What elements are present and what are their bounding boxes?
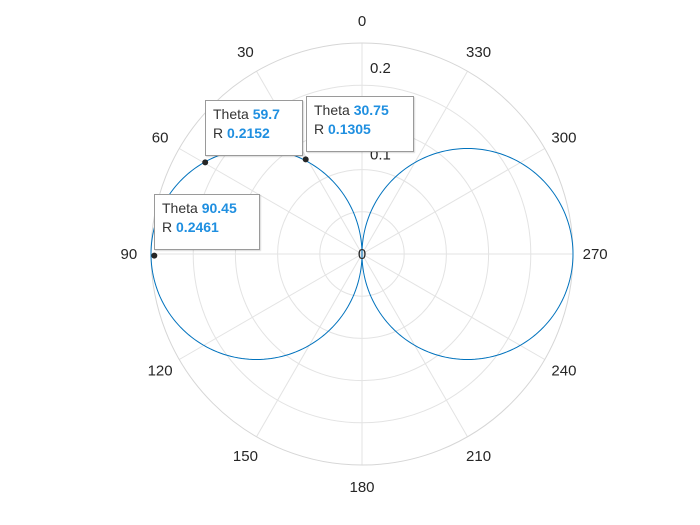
spoke-120	[179, 253, 363, 360]
theta-tick-120: 120	[148, 363, 173, 380]
ring-0.05	[319, 211, 405, 297]
spoke-60	[179, 148, 363, 255]
r-tick-0: 0	[358, 246, 366, 263]
theta-tick-240: 240	[551, 363, 576, 380]
datatip-2-r-row: R 0.2152	[213, 124, 294, 143]
datatip-1-theta-row: Theta 30.75	[314, 101, 405, 120]
datatip-markers	[151, 156, 309, 259]
datatip-1-r-label: R	[314, 121, 325, 137]
datatip-1-theta-value: 30.75	[353, 102, 389, 118]
datatip-marker-2	[202, 159, 209, 166]
datatip-3-theta-label: Theta	[162, 200, 198, 216]
theta-tick-210: 210	[466, 448, 491, 465]
theta-tick-300: 300	[551, 129, 576, 146]
datatip-1-theta-label: Theta	[314, 102, 350, 118]
datatip-3-r-row: R 0.2461	[162, 218, 251, 237]
datatip-1-r-row: R 0.1305	[314, 120, 405, 139]
datatip-3[interactable]: Theta 90.45 R 0.2461	[154, 194, 260, 250]
theta-tick-60: 60	[152, 129, 169, 146]
theta-tick-150: 150	[233, 448, 258, 465]
ring-0.2	[192, 84, 532, 424]
datatip-2-theta-row: Theta 59.7	[213, 105, 294, 124]
datatip-2-theta-label: Theta	[213, 106, 249, 122]
spoke-240	[361, 253, 545, 360]
theta-tick-90: 90	[121, 246, 138, 263]
theta-tick-30: 30	[237, 44, 254, 61]
datatip-1[interactable]: Theta 30.75 R 0.1305	[306, 96, 414, 152]
datatip-marker-1	[302, 156, 309, 163]
datatip-3-r-value: 0.2461	[176, 219, 219, 235]
datatip-1-r-value: 0.1305	[328, 121, 371, 137]
datatip-2-r-label: R	[213, 125, 224, 141]
datatip-3-r-label: R	[162, 219, 173, 235]
spoke-300	[361, 148, 545, 255]
datatip-2[interactable]: Theta 59.7 R 0.2152	[205, 100, 303, 156]
datatip-3-theta-row: Theta 90.45	[162, 199, 251, 218]
ring-0.1	[277, 169, 447, 339]
theta-tick-270: 270	[583, 246, 608, 263]
datatip-3-theta-value: 90.45	[201, 200, 237, 216]
r-tick-0.2: 0.2	[370, 60, 391, 77]
datatip-2-r-value: 0.2152	[227, 125, 270, 141]
theta-tick-180: 180	[349, 479, 374, 496]
theta-tick-0: 0	[358, 13, 366, 30]
theta-tick-330: 330	[466, 44, 491, 61]
datatip-marker-3	[151, 252, 158, 259]
datatip-2-theta-value: 59.7	[252, 106, 280, 122]
